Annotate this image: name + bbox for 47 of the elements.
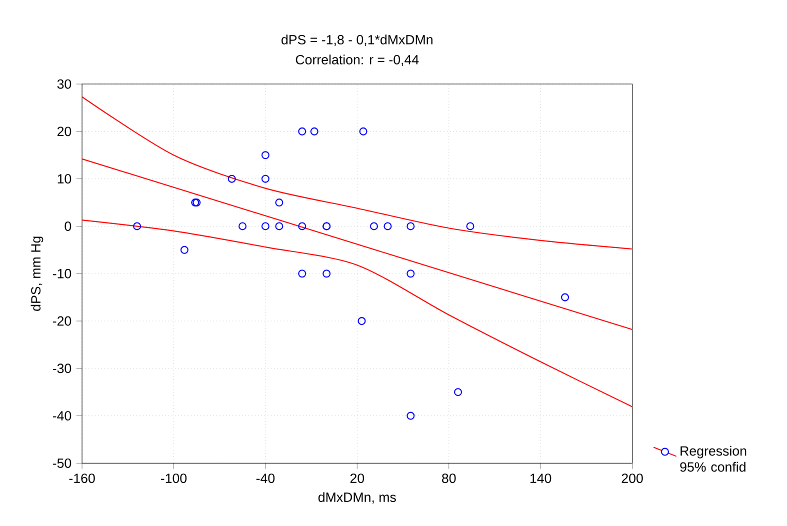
point — [370, 222, 378, 230]
point — [454, 388, 462, 396]
point — [406, 222, 415, 230]
legend-label: Regression 95% confid — [680, 446, 746, 472]
y-tick-label: 10 — [58, 174, 72, 184]
chart-title: dPS = -1,8 - 0,1*dMxDMn — [282, 34, 432, 46]
point — [561, 294, 570, 302]
x-tick-label: 140 — [530, 474, 552, 484]
point — [228, 175, 236, 184]
y-tick-label: -50 — [52, 458, 72, 468]
x-tick-label: -100 — [160, 474, 187, 484]
x-tick-label: 80 — [442, 474, 456, 484]
chart-subtitle: Correlation: r = -0,44 — [296, 54, 419, 66]
point — [466, 222, 474, 230]
x-tick-label: -40 — [256, 474, 275, 484]
point — [261, 222, 270, 230]
point — [298, 222, 306, 230]
point — [322, 270, 331, 278]
y-axis-title: dPS, mm Hg — [30, 236, 44, 312]
y-tick-label: -40 — [52, 411, 72, 421]
line-series — [82, 96, 632, 250]
point — [180, 246, 188, 254]
x-tick-label: -160 — [69, 474, 95, 484]
point — [406, 412, 415, 420]
point — [238, 222, 247, 230]
point — [133, 222, 142, 230]
x-axis-title: dMxDMn, ms — [318, 492, 396, 504]
point — [298, 270, 306, 278]
point — [406, 270, 415, 278]
point — [275, 222, 284, 230]
y-tick-label: 20 — [57, 126, 72, 136]
x-tick-label: 200 — [622, 474, 643, 484]
point — [275, 198, 284, 207]
line-series — [82, 220, 632, 408]
y-tick-label: -10 — [52, 269, 72, 279]
y-tick-label: -20 — [52, 316, 72, 326]
point — [384, 222, 392, 230]
point — [261, 175, 270, 184]
point — [310, 128, 318, 136]
y-tick-label: -30 — [52, 364, 72, 374]
y-tick-label: 0 — [64, 222, 72, 232]
point — [261, 151, 270, 160]
point — [359, 128, 368, 136]
x-tick-label: 20 — [350, 474, 364, 484]
point — [298, 128, 306, 136]
point — [358, 317, 366, 326]
y-tick-label: 30 — [57, 80, 72, 89]
